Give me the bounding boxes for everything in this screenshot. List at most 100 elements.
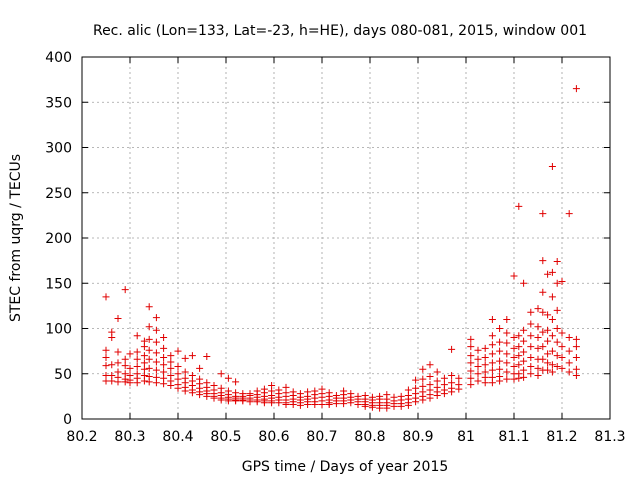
data-point bbox=[152, 379, 160, 387]
data-point bbox=[496, 338, 504, 346]
data-point bbox=[126, 364, 134, 372]
data-point bbox=[108, 334, 116, 342]
data-point bbox=[572, 343, 580, 351]
data-point bbox=[527, 332, 535, 340]
data-point bbox=[544, 326, 552, 334]
y-tick-label: 150 bbox=[45, 276, 72, 292]
data-point bbox=[510, 272, 518, 280]
data-point bbox=[481, 379, 489, 387]
data-point bbox=[558, 364, 566, 372]
data-point bbox=[224, 397, 232, 405]
data-point bbox=[539, 308, 547, 316]
data-point bbox=[102, 353, 110, 361]
data-point bbox=[412, 376, 420, 384]
data-point bbox=[496, 347, 504, 355]
data-point bbox=[539, 355, 547, 363]
data-point bbox=[544, 350, 552, 358]
data-point bbox=[145, 378, 153, 386]
data-point bbox=[383, 404, 391, 412]
data-point bbox=[539, 343, 547, 351]
data-point bbox=[419, 375, 427, 383]
data-point bbox=[152, 314, 160, 322]
data-point bbox=[368, 403, 376, 411]
data-point bbox=[488, 379, 496, 387]
data-point bbox=[196, 391, 204, 399]
data-point bbox=[114, 378, 122, 386]
data-point bbox=[481, 353, 489, 361]
data-point bbox=[419, 396, 427, 404]
data-point bbox=[539, 328, 547, 336]
data-point bbox=[520, 279, 528, 287]
data-point bbox=[534, 364, 542, 372]
data-point bbox=[488, 366, 496, 374]
data-point bbox=[527, 320, 535, 328]
data-point bbox=[318, 401, 326, 409]
data-point bbox=[510, 344, 518, 352]
data-point bbox=[503, 350, 511, 358]
data-point bbox=[565, 210, 573, 218]
axis-ticks: 80.2 80.3 80.4 80.5 80.6 80.7 80.8 80.9 81 81.1 81… bbox=[45, 50, 625, 445]
data-point bbox=[160, 361, 168, 369]
y-tick-label: 100 bbox=[45, 322, 72, 338]
data-point bbox=[140, 343, 148, 351]
y-tick-label: 300 bbox=[45, 141, 72, 157]
data-point bbox=[474, 370, 482, 378]
data-point bbox=[548, 361, 556, 369]
data-point bbox=[268, 399, 276, 407]
data-point bbox=[474, 377, 482, 385]
data-point bbox=[515, 343, 523, 351]
data-point bbox=[224, 374, 232, 382]
data-point bbox=[455, 374, 463, 382]
x-axis-label: GPS time / Days of year 2015 bbox=[242, 459, 449, 475]
data-point bbox=[515, 202, 523, 210]
data-point bbox=[544, 359, 552, 367]
data-point bbox=[145, 323, 153, 331]
data-point bbox=[440, 374, 448, 382]
data-point bbox=[325, 401, 333, 409]
data-point bbox=[503, 359, 511, 367]
data-point bbox=[217, 396, 225, 404]
data-point bbox=[553, 338, 561, 346]
data-point bbox=[145, 346, 153, 354]
data-point bbox=[496, 365, 504, 373]
data-point bbox=[289, 401, 297, 409]
data-point bbox=[160, 344, 168, 352]
data-point bbox=[275, 399, 283, 407]
data-point bbox=[520, 357, 528, 365]
data-point bbox=[121, 378, 129, 386]
x-tick-label: 80.6 bbox=[258, 429, 289, 445]
data-point bbox=[565, 359, 573, 367]
data-point bbox=[553, 352, 561, 360]
data-point bbox=[548, 368, 556, 376]
data-point bbox=[558, 329, 566, 337]
data-point bbox=[188, 352, 196, 360]
data-point bbox=[474, 355, 482, 363]
data-point bbox=[572, 85, 580, 93]
x-tick-label: 81.1 bbox=[498, 429, 529, 445]
data-point bbox=[474, 346, 482, 354]
data-point bbox=[515, 352, 523, 360]
data-point bbox=[496, 357, 504, 365]
data-point bbox=[488, 332, 496, 340]
data-point bbox=[503, 375, 511, 383]
data-point bbox=[548, 268, 556, 276]
data-point bbox=[160, 353, 168, 361]
data-point bbox=[534, 323, 542, 331]
data-point bbox=[558, 353, 566, 361]
data-point bbox=[397, 402, 405, 410]
data-point bbox=[181, 354, 189, 362]
data-point bbox=[167, 364, 175, 372]
data-point bbox=[133, 348, 141, 356]
x-tick-label: 81.3 bbox=[594, 429, 625, 445]
data-point bbox=[253, 398, 261, 406]
data-point bbox=[539, 288, 547, 296]
data-point bbox=[426, 372, 434, 380]
data-point bbox=[510, 375, 518, 383]
data-point bbox=[515, 332, 523, 340]
data-point bbox=[133, 363, 141, 371]
data-point bbox=[515, 374, 523, 382]
data-point bbox=[145, 364, 153, 372]
data-point bbox=[426, 394, 434, 402]
data-point bbox=[140, 359, 148, 367]
